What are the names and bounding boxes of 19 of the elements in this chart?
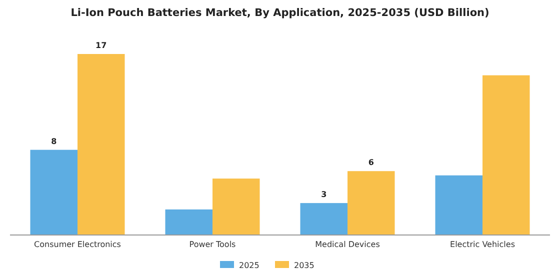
x-tick-label: Consumer Electronics [34,240,121,249]
bar [165,209,212,235]
bar [348,171,395,235]
x-tick-label: Medical Devices [315,240,380,249]
legend-label: 2025 [239,261,260,270]
bar [300,203,348,235]
legend-label: 2035 [294,261,314,270]
bar [212,178,260,235]
bar [435,175,482,235]
bar [78,54,125,235]
data-label: 17 [96,41,107,50]
chart-title: Li-Ion Pouch Batteries Market, By Application, 2025-2035 (USD Billion) [70,7,490,19]
data-label: 3 [321,190,327,200]
bar [30,150,78,235]
x-tick-label: Electric Vehicles [450,240,515,249]
x-tick-label: Power Tools [189,240,236,249]
bar [482,75,530,235]
data-label: 8 [51,136,58,146]
data-label: 6 [368,158,374,168]
